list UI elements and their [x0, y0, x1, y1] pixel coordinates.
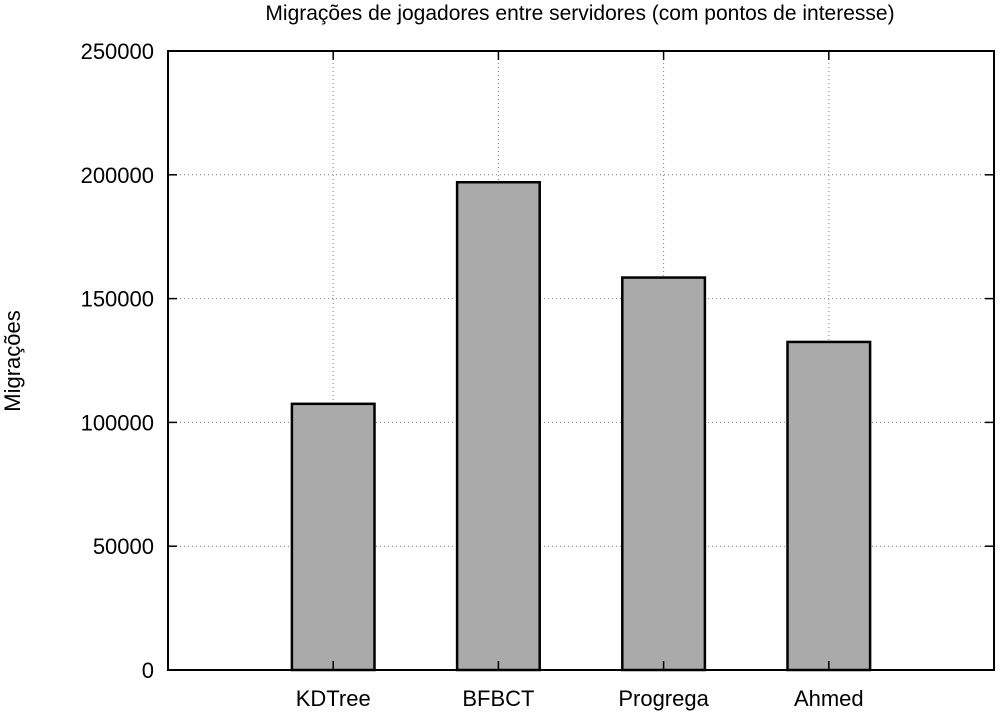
bar-progrega — [621, 276, 707, 672]
chart-title: Migrações de jogadores entre servidores … — [265, 2, 894, 25]
bar-ahmed — [786, 340, 872, 672]
y-tick-label: 200000 — [81, 163, 154, 188]
bars — [290, 180, 872, 672]
x-tick-label: KDTree — [296, 686, 371, 711]
y-tick-label: 0 — [142, 658, 154, 683]
y-tick-label: 50000 — [93, 534, 154, 559]
x-tick-label: Progrega — [618, 686, 709, 711]
x-tick-label: Ahmed — [794, 686, 864, 711]
y-tick-label: 250000 — [81, 39, 154, 64]
x-tick-label: BFBCT — [462, 686, 534, 711]
bar-kdtree — [290, 402, 376, 672]
bar-bfbct — [455, 180, 541, 672]
plot-frame — [167, 50, 995, 671]
y-tick-label: 150000 — [81, 287, 154, 312]
y-tick-label: 100000 — [81, 410, 154, 435]
y-axis-label: Migrações — [0, 310, 25, 411]
axis-ticks: 0 50000 100000 150000 200000 250000 KDTree BFBC… — [81, 39, 994, 711]
